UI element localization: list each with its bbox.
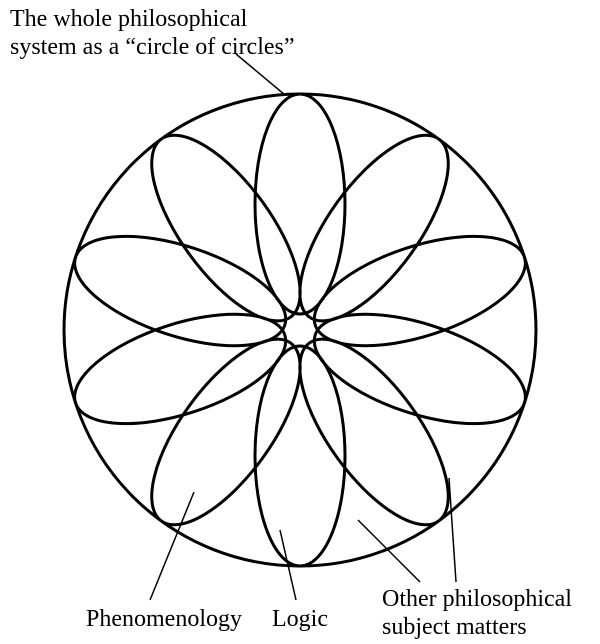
outer-circle <box>64 94 536 566</box>
title-label: The whole philosophical system as a “cir… <box>10 6 295 61</box>
petal-8 <box>62 214 299 368</box>
petal-2 <box>301 214 538 368</box>
other-subjects-label: Other philosophical subject matters <box>382 586 572 641</box>
petal-4 <box>273 316 475 547</box>
logic-label: Logic <box>272 606 328 634</box>
phenomenology-label: Phenomenology <box>86 606 242 634</box>
petal-7 <box>62 292 299 446</box>
petal-3 <box>301 292 538 446</box>
petal-1 <box>273 113 475 344</box>
petal-6 <box>125 316 327 547</box>
petal-9 <box>125 113 327 344</box>
circle-of-circles-diagram <box>0 0 600 644</box>
